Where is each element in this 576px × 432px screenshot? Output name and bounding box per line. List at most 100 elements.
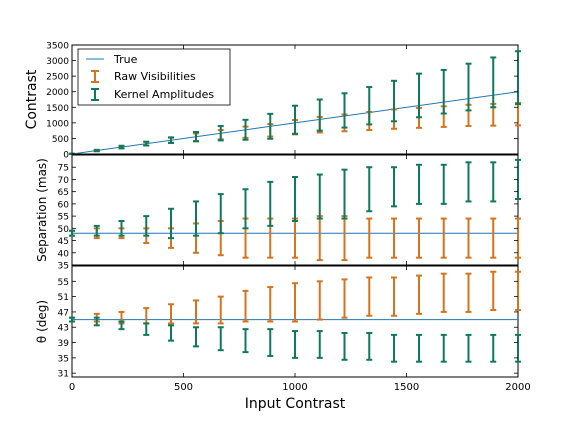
y-tick-label: 65 [58, 188, 69, 198]
y-tick-label: 0 [63, 151, 69, 161]
y-tick-label: 35 [58, 262, 69, 272]
raw-errorbar [316, 280, 323, 321]
kernel-errorbar [515, 50, 521, 106]
raw-errorbar [168, 303, 175, 325]
x-axis-label: Input Contrast [245, 396, 346, 412]
y-tick-label: 50 [58, 225, 70, 235]
kernel-errorbar [366, 331, 373, 361]
y-axis-label: Separation (mas) [35, 158, 49, 262]
kernel-errorbar [465, 333, 472, 363]
kernel-errorbar [192, 200, 199, 237]
raw-errorbar [292, 282, 298, 323]
raw-errorbar [242, 289, 249, 323]
kernel-errorbar [391, 333, 398, 363]
raw-errorbar [440, 272, 447, 313]
kernel-errorbar [366, 86, 373, 126]
raw-errorbar [515, 217, 521, 259]
kernel-errorbar [118, 320, 125, 331]
kernel-errorbar [415, 163, 422, 205]
y-tick-label: 60 [58, 200, 70, 210]
raw-errorbar [267, 286, 274, 323]
y-tick-label: 40 [58, 249, 70, 259]
kernel-errorbar [515, 333, 521, 363]
panel-separation: 35 40 45 50 55 60 65 70 75 Separation (mas) [35, 154, 521, 272]
y-axis-label: Contrast [24, 69, 40, 129]
kernel-errorbar [341, 331, 348, 361]
raw-errorbar [217, 295, 224, 325]
legend-box [77, 48, 231, 106]
kernel-errorbar [341, 168, 348, 220]
raw-errorbar [341, 278, 348, 319]
y-tick-label: 2500 [46, 73, 69, 83]
y-tick-label: 75 [58, 164, 69, 174]
kernel-errorbar [490, 56, 497, 109]
kernel-errorbar [168, 324, 175, 342]
kernel-errorbar [217, 193, 224, 235]
kernel-errorbar [168, 136, 175, 144]
kernel-errorbar [440, 333, 447, 363]
y-tick-label: 39 [58, 339, 70, 349]
raw-errorbar [366, 276, 373, 317]
kernel-errorbar [267, 180, 274, 227]
kernel-errorbar [267, 112, 274, 140]
y-tick-label: 1000 [46, 119, 69, 129]
legend-kernel-label: Kernel Amplitudes [114, 88, 214, 101]
x-tick-label: 1500 [394, 382, 419, 393]
raw-errorbar [465, 217, 472, 259]
panel-theta: 31 35 39 43 47 51 55 θ (deg) [35, 265, 521, 380]
raw-errorbar [515, 270, 521, 312]
kernel-errorbar [118, 220, 125, 237]
kernel-errorbar [143, 140, 150, 147]
kernel-errorbar [217, 125, 224, 142]
kernel-errorbar [465, 62, 472, 112]
kernel-errorbar [440, 163, 447, 205]
raw-errorbar [292, 217, 298, 259]
kernel-errorbar [69, 229, 75, 237]
kernel-errorbar [292, 330, 298, 359]
kernel-errorbar [93, 224, 100, 237]
kernel-errorbar [242, 328, 249, 354]
kernel-errorbar [316, 98, 323, 132]
kernel-errorbar [490, 333, 497, 363]
kernel-errorbar [490, 161, 497, 203]
raw-errorbar [440, 217, 447, 259]
raw-errorbar [490, 270, 497, 312]
kernel-errorbar [93, 316, 100, 327]
y-tick-label: 500 [52, 135, 69, 145]
legend-raw-label: Raw Visibilities [114, 70, 196, 83]
kernel-errorbar [69, 316, 75, 323]
raw-errorbar [192, 299, 199, 325]
raw-errorbar [465, 272, 472, 313]
kernel-errorbar [316, 330, 323, 359]
kernel-errorbar [267, 328, 274, 357]
legend-true-label: True [113, 53, 138, 66]
y-tick-label: 2000 [46, 88, 69, 98]
kernel-errorbar [465, 161, 472, 203]
kernel-errorbar [93, 148, 100, 153]
y-tick-label: 3000 [46, 57, 69, 67]
kernel-errorbar [292, 176, 298, 222]
legend-kernel-swatch [91, 88, 99, 101]
y-tick-label: 55 [58, 213, 69, 223]
kernel-errorbar [292, 104, 298, 135]
raw-errorbar [316, 215, 323, 262]
y-tick-label: 43 [58, 324, 69, 334]
kernel-errorbar [168, 207, 175, 240]
y-tick-label: 47 [58, 308, 69, 318]
y-tick-label: 55 [58, 278, 69, 288]
y-axis-label: θ (deg) [35, 300, 49, 343]
raw-errorbar [415, 274, 422, 315]
kernel-errorbar [143, 322, 150, 336]
raw-errorbar [391, 217, 398, 259]
raw-errorbar [391, 276, 398, 317]
panel-contrast: 0 500 1000 1500 2000 2500 3000 3500 Contrast [24, 42, 521, 161]
legend: True Raw Visibilities Kernel Amplitudes [77, 48, 231, 106]
y-tick-label: 45 [58, 237, 69, 247]
kernel-errorbar [242, 188, 249, 230]
kernel-errorbar [217, 326, 224, 352]
kernel-errorbar [118, 144, 125, 150]
raw-errorbar [366, 217, 373, 259]
raw-errorbar [143, 307, 150, 325]
y-tick-label: 51 [58, 293, 69, 303]
